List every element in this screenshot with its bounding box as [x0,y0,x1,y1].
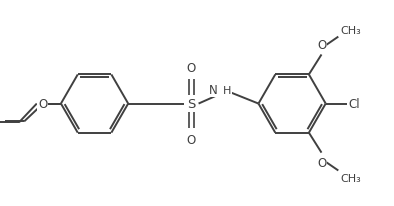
Text: O: O [39,98,48,110]
Text: O: O [317,156,326,169]
Text: H: H [223,85,231,95]
Text: O: O [187,133,196,146]
Text: S: S [187,98,195,110]
Text: CH₃: CH₃ [340,173,361,183]
Text: N: N [209,84,217,97]
Text: O: O [37,98,46,110]
Text: Cl: Cl [349,98,361,110]
Text: O: O [187,62,196,75]
Text: O: O [317,39,326,52]
Text: CH₃: CH₃ [340,25,361,35]
